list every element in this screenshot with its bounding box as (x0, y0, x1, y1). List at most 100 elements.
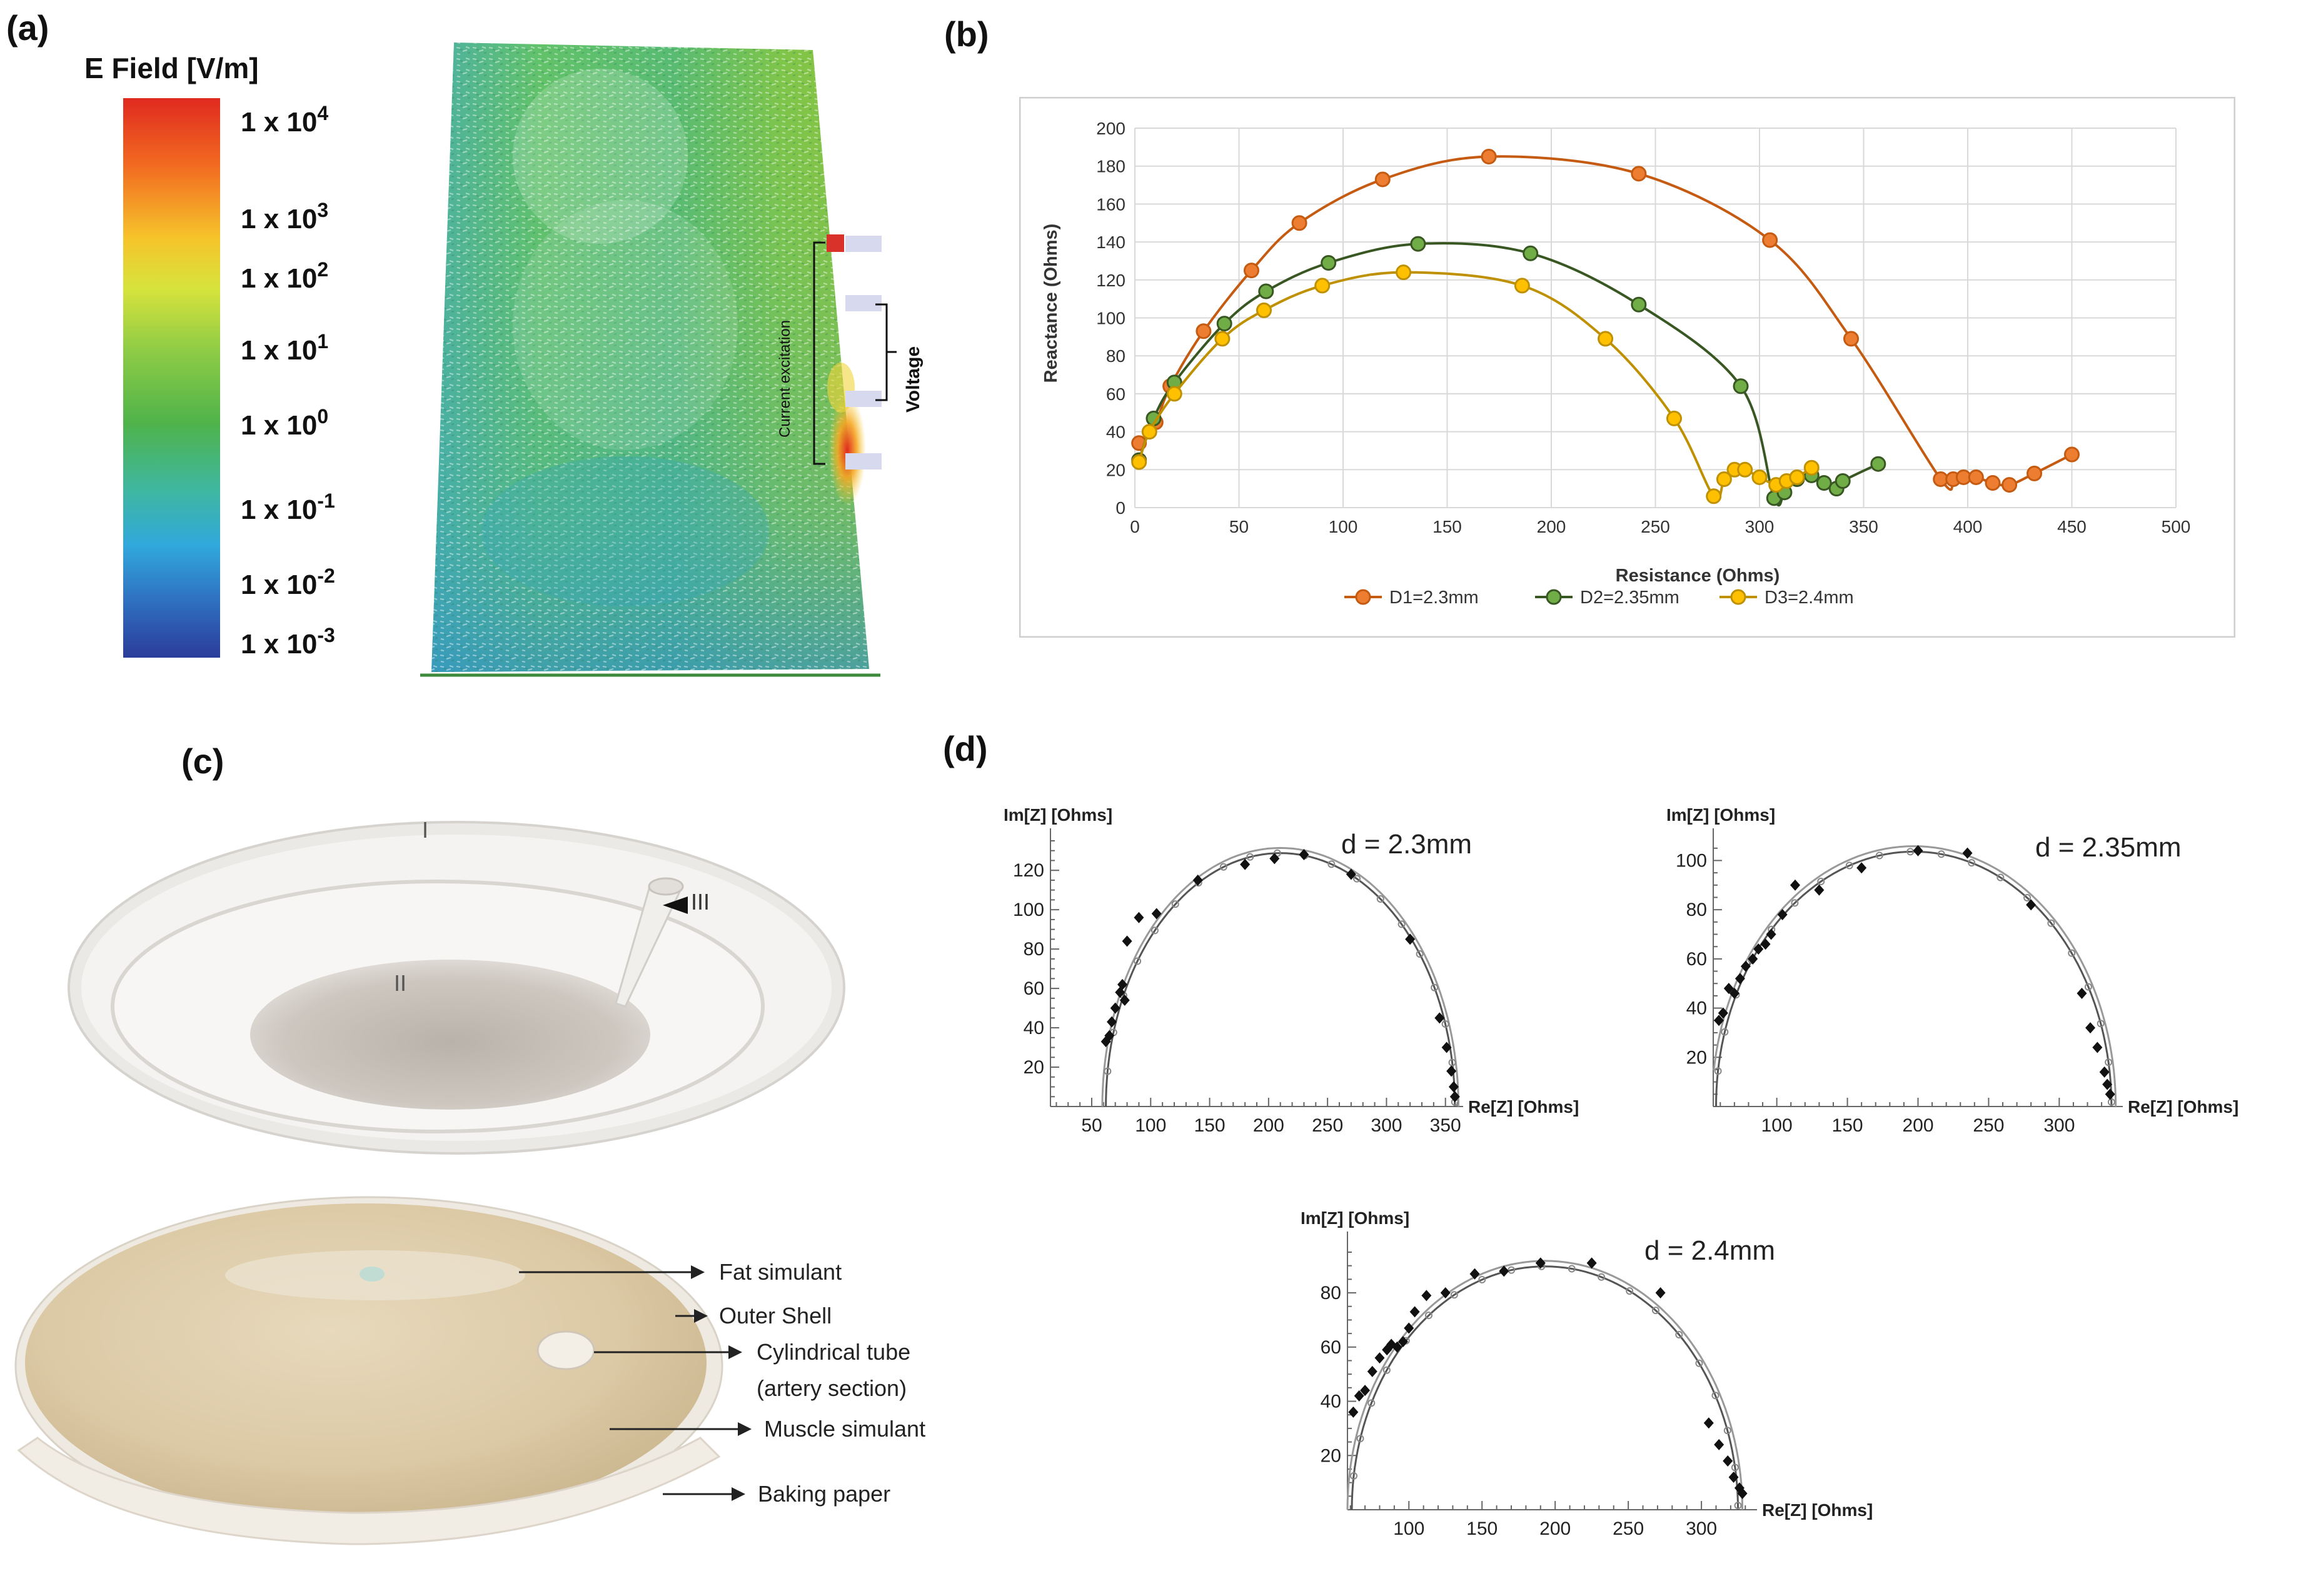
series-0-point-8 (1631, 166, 1647, 182)
measured-point-17 (1441, 1041, 1452, 1053)
ytick-100: 100 (1013, 900, 1044, 920)
measured-point-13 (1856, 862, 1867, 874)
measured-point-14 (1499, 1265, 1509, 1277)
annotation-arrow-5 (732, 1487, 745, 1501)
ylabel: Im[Z] [Ohms] (1666, 805, 1775, 825)
xtick-200: 200 (1253, 1115, 1284, 1132)
fit-point-107 (1968, 859, 1976, 867)
xtick-50: 50 (1229, 517, 1249, 536)
measured-point-5 (1117, 978, 1128, 990)
fit-point-35 (1382, 1366, 1391, 1374)
measured-point-20 (1449, 1091, 1460, 1103)
fit-curve-0 (1105, 852, 1456, 1107)
ylabel: Im[Z] [Ohms] (1301, 1208, 1409, 1228)
measured-point-19 (2092, 1041, 2103, 1053)
measured-point-15 (1962, 847, 1973, 859)
measured-point-18 (1446, 1065, 1457, 1077)
series-2-point-3 (1214, 331, 1231, 347)
series-2-point-1 (1141, 424, 1157, 440)
mould-label-ii: II (394, 970, 406, 996)
xtick-300: 300 (1745, 517, 1775, 536)
fit-point-125 (1376, 895, 1384, 903)
current-excitation-label: Current excitation (777, 320, 793, 438)
series-1-point-16 (1835, 473, 1851, 489)
fit-point-8 (1104, 1067, 1112, 1075)
ylabel: Im[Z] [Ohms] (1004, 805, 1112, 825)
fit-point-53 (1424, 1312, 1432, 1320)
ytick-60: 60 (1686, 949, 1707, 970)
measured-point-19 (1448, 1081, 1459, 1093)
measured-point-16 (1586, 1257, 1597, 1269)
colorbar-tick-4: 1 x 100 (241, 405, 328, 441)
mould-label-iii: III (691, 889, 710, 915)
series-2-point-2 (1166, 386, 1182, 402)
measured-point-22 (2105, 1088, 2115, 1100)
colorbar-tick-7: 1 x 10-3 (241, 624, 335, 660)
measured-point-6 (1119, 995, 1130, 1006)
annotation-label-0: Fat simulant (719, 1259, 842, 1285)
annotation-label-1: Outer Shell (719, 1303, 832, 1328)
series-0-point-9 (1762, 232, 1778, 248)
colorbar-tick-6: 1 x 10-2 (241, 565, 335, 600)
measured-point-15 (1535, 1257, 1546, 1269)
ytick-40: 40 (1686, 998, 1707, 1019)
ytick-160: 160 (1096, 194, 1125, 214)
ytick-40: 40 (1321, 1392, 1341, 1412)
fit-point-143 (2068, 949, 2076, 957)
annotation-brackets (813, 241, 897, 465)
ytick-180: 180 (1096, 157, 1125, 176)
measured-point-10 (1409, 1306, 1420, 1318)
annotation-label-3: (artery section) (757, 1375, 907, 1401)
measured-point-7 (1753, 943, 1764, 955)
series-0-point-5 (1291, 215, 1307, 231)
measured-point-13 (1299, 849, 1309, 861)
measured-point-7 (1392, 1341, 1402, 1353)
annotation: d = 2.4mm (1644, 1235, 1775, 1266)
xtick-150: 150 (1832, 1115, 1863, 1132)
fit-point-170 (2105, 1058, 2113, 1067)
fit-point-134 (1675, 1330, 1683, 1338)
fit-curve-1 (1346, 1260, 1744, 1510)
measured-point-21 (1728, 1471, 1739, 1483)
ytick-80: 80 (1321, 1283, 1341, 1303)
fit-point-170 (1448, 1058, 1456, 1067)
fit-curve-1 (1101, 846, 1459, 1107)
xtick-300: 300 (2043, 1115, 2075, 1132)
fit-point-35 (1134, 957, 1142, 965)
series-2-point-18 (1803, 459, 1820, 476)
fit-point-116 (1626, 1287, 1634, 1295)
xtick-500: 500 (2162, 517, 2191, 536)
fit-point-152 (1431, 983, 1439, 991)
series-2-point-4 (1256, 302, 1272, 318)
measured-point-3 (1367, 1365, 1377, 1377)
series-2-point-13 (1737, 461, 1753, 478)
series-0-point-18 (2064, 446, 2080, 463)
fit-point-107 (1327, 860, 1336, 868)
colorbar-tick-5: 1 x 10-1 (241, 489, 335, 525)
measured-point-8 (1134, 911, 1144, 923)
measured-point-12 (1269, 853, 1280, 865)
series-2-point-17 (1789, 469, 1805, 485)
xtick-450: 450 (2057, 517, 2087, 536)
ytick-140: 140 (1096, 233, 1125, 252)
measured-point-4 (1735, 973, 1745, 985)
measured-point-2 (1107, 1016, 1117, 1028)
xlabel: Re[Z] [Ohms] (1762, 1500, 1873, 1520)
colorbar-tick-3: 1 x 101 (241, 330, 328, 366)
series-0-point-17 (2027, 465, 2043, 481)
phantom-photo (14, 1196, 723, 1545)
fit-point-98 (1568, 1265, 1576, 1273)
panel-c-phantom-photos: I II III Fat simulant Outer Shell Cylindri… (14, 817, 925, 1545)
measured-point-10 (1777, 909, 1788, 921)
xlabel: Re[Z] [Ohms] (1468, 1097, 1579, 1117)
measured-point-4 (1374, 1352, 1385, 1364)
chart-b-ylabel: Reactance (Ohms) (1041, 224, 1061, 383)
xtick-250: 250 (1312, 1115, 1343, 1132)
measured-point-2 (1723, 983, 1734, 995)
series-2-point-5 (1314, 278, 1331, 294)
mould-photo (68, 821, 845, 1155)
xtick-200: 200 (1537, 517, 1566, 536)
fit-point-98 (1937, 850, 1945, 858)
series-2-point-0 (1131, 454, 1147, 470)
annotation-arrow-1 (694, 1309, 708, 1323)
